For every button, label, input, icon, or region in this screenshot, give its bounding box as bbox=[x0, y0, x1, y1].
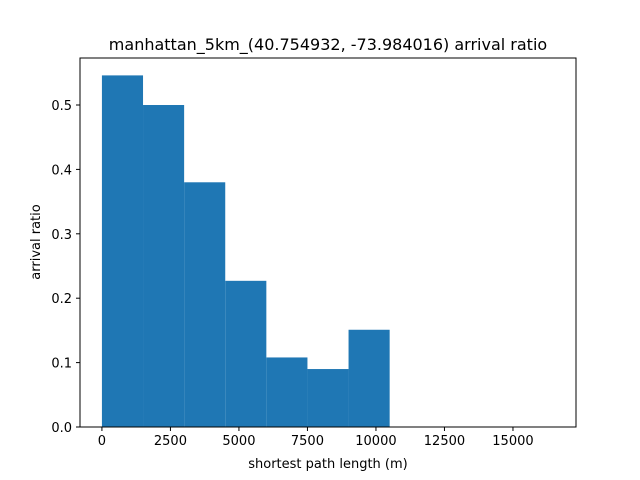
histogram-bar-1 bbox=[143, 105, 185, 427]
y-axis-label: arrival ratio bbox=[29, 204, 44, 279]
histogram-bar-5 bbox=[307, 369, 349, 427]
y-tick-label-2: 0.2 bbox=[51, 292, 72, 307]
x-axis-ticks: 0 2500 5000 7500 10000 12500 15000 bbox=[98, 427, 534, 449]
x-tick-label-4: 10000 bbox=[355, 434, 396, 449]
x-tick-label-3: 7500 bbox=[291, 434, 324, 449]
x-axis-label: shortest path length (m) bbox=[248, 457, 407, 472]
chart-title: manhattan_5km_(40.754932, -73.984016) ar… bbox=[109, 35, 547, 55]
histogram-bar-0 bbox=[101, 75, 144, 427]
histogram-bar-2 bbox=[184, 182, 226, 427]
y-axis-ticks: 0.0 0.1 0.2 0.3 0.4 0.5 bbox=[51, 99, 80, 436]
histogram-bar-6 bbox=[348, 329, 390, 427]
bars-group bbox=[101, 75, 390, 427]
x-tick-label-2: 5000 bbox=[222, 434, 255, 449]
y-tick-label-3: 0.3 bbox=[51, 228, 72, 243]
histogram-bar-3 bbox=[225, 280, 267, 427]
histogram-bar-4 bbox=[266, 357, 308, 427]
y-tick-label-1: 0.1 bbox=[51, 357, 72, 372]
x-tick-label-6: 15000 bbox=[492, 434, 533, 449]
y-tick-label-5: 0.5 bbox=[51, 99, 72, 114]
x-tick-label-5: 12500 bbox=[424, 434, 465, 449]
x-tick-label-0: 0 bbox=[98, 434, 106, 449]
y-tick-label-0: 0.0 bbox=[51, 421, 72, 436]
x-tick-label-1: 2500 bbox=[154, 434, 187, 449]
plot-frame bbox=[79, 57, 577, 428]
y-tick-label-4: 0.4 bbox=[51, 163, 72, 178]
